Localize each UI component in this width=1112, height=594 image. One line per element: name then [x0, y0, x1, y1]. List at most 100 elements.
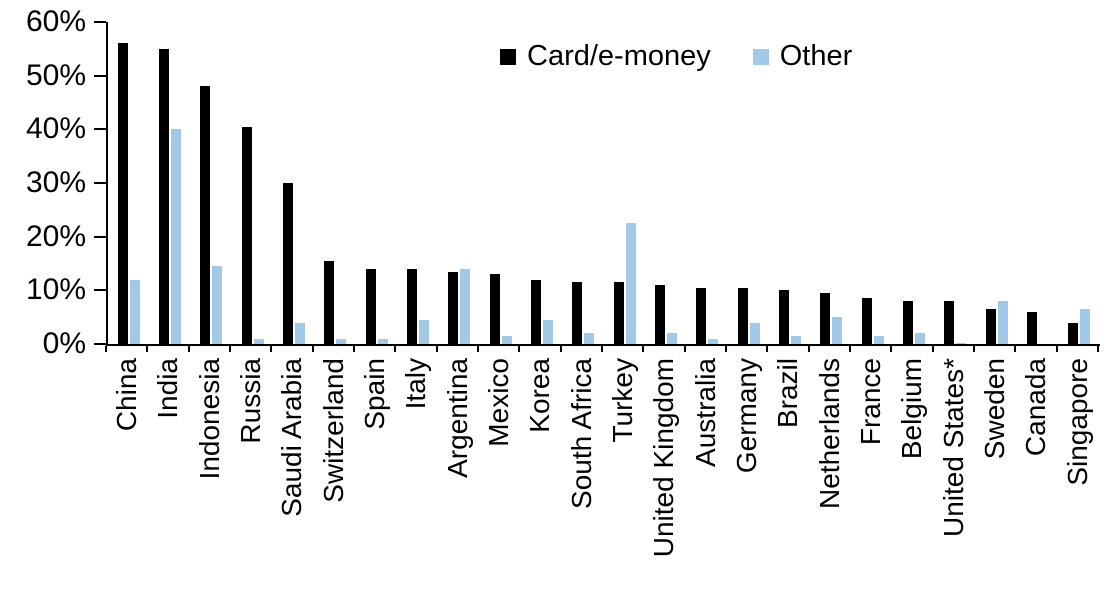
x-axis-label-united-states: United States*: [933, 358, 974, 594]
x-axis-label-south-africa: South Africa: [561, 358, 602, 594]
x-axis-tick: [601, 346, 603, 352]
other-bar-singapore: [1080, 309, 1091, 344]
x-axis-label-text: Korea: [524, 358, 556, 433]
x-axis-tick: [270, 346, 273, 352]
x-axis-label-korea: Korea: [519, 358, 560, 594]
legend-item-card-e-money: Card/e-money: [500, 40, 711, 73]
x-axis-tick: [931, 346, 934, 352]
x-axis-tick: [849, 346, 851, 352]
x-axis-label-text: Spain: [358, 358, 390, 430]
other-bar-australia: [708, 339, 719, 344]
card-e-money-bar-brazil: [778, 290, 789, 344]
x-axis-label-text: South Africa: [565, 358, 597, 509]
card-e-money-bar-turkey: [613, 282, 624, 344]
card-e-money-bar-germany: [737, 288, 748, 344]
card-e-money-bar-russia: [241, 127, 252, 344]
x-axis-tick: [187, 346, 190, 352]
card-e-money-bar-united-states: [944, 301, 955, 344]
y-axis-label-40: 40%: [25, 112, 86, 146]
x-axis-label-canada: Canada: [1015, 358, 1056, 594]
card-e-money-bar-australia: [696, 288, 707, 344]
bar-group-argentina: [439, 22, 480, 344]
x-axis-label-text: Singapore: [1061, 358, 1093, 486]
y-axis-label-0: 0%: [42, 327, 86, 360]
x-axis-label-spain: Spain: [354, 358, 395, 594]
other-bar-korea: [542, 320, 553, 344]
x-axis-tick: [1014, 346, 1017, 352]
card-e-money-bar-sweden: [985, 309, 996, 344]
x-axis-label-india: India: [147, 358, 188, 594]
x-axis-label-text: Italy: [400, 358, 432, 410]
card-e-money-bar-argentina: [448, 272, 459, 344]
x-axis-tick: [807, 346, 810, 352]
bar-group-germany: [728, 22, 769, 344]
other-bar-brazil: [790, 336, 801, 344]
card-e-money-bar-netherlands: [820, 293, 831, 344]
other-bar-united-kingdom: [666, 333, 677, 344]
other-bar-spain: [377, 339, 388, 344]
card-e-money-bar-united-kingdom: [654, 285, 665, 344]
other-bar-india: [170, 129, 181, 344]
bar-group-south-africa: [563, 22, 604, 344]
card-e-money-bar-mexico: [489, 274, 500, 344]
x-axis-tick: [105, 346, 107, 352]
card-e-money-bar-france: [861, 298, 872, 344]
bar-group-india: [149, 22, 190, 344]
x-axis-tick: [477, 346, 479, 352]
x-axis-tick: [642, 346, 645, 352]
x-axis-label-switzerland: Switzerland: [313, 358, 354, 594]
x-axis-label-text: Belgium: [896, 358, 928, 460]
bar-group-russia: [232, 22, 273, 344]
x-axis-label-netherlands: Netherlands: [809, 358, 850, 594]
y-axis-tick-20: [94, 235, 106, 238]
x-axis-tick: [683, 346, 686, 352]
x-axis-tick: [1055, 346, 1058, 352]
x-axis-label-united-kingdom: United Kingdom: [643, 358, 684, 594]
x-axis-label-text: Netherlands: [813, 358, 845, 509]
other-bar-italy: [418, 320, 429, 344]
other-bar-switzerland: [336, 339, 347, 344]
x-axis-tick: [973, 346, 975, 352]
legend-label: Other: [779, 40, 853, 72]
x-axis-label-text: Brazil: [772, 358, 804, 429]
y-axis-tick-40: [94, 128, 106, 131]
x-axis-tick: [890, 346, 893, 352]
y-axis-label-60: 60%: [25, 5, 86, 38]
x-axis-label-text: United Kingdom: [648, 358, 680, 558]
y-axis-tick-60: [94, 21, 106, 23]
y-axis-label-30: 30%: [25, 166, 86, 199]
y-axis-label-50: 50%: [25, 58, 86, 92]
x-axis-label-text: Indonesia: [193, 358, 225, 480]
card-e-money-bar-canada: [1026, 312, 1037, 344]
bar-group-brazil: [769, 22, 810, 344]
x-axis-tick: [146, 346, 149, 352]
legend-item-other: Other: [752, 40, 853, 73]
bar-group-korea: [521, 22, 562, 344]
x-axis-tick: [518, 346, 521, 352]
x-axis-tick: [435, 346, 438, 352]
x-axis-label-text: Sweden: [978, 358, 1010, 460]
x-axis-label-mexico: Mexico: [478, 358, 519, 594]
card-e-money-bar-india: [158, 49, 169, 344]
bar-group-belgium: [893, 22, 934, 344]
x-axis-label-text: Switzerland: [317, 358, 349, 503]
y-axis-label-10: 10%: [25, 273, 86, 307]
bar-group-australia: [687, 22, 728, 344]
x-axis-tick: [311, 346, 314, 352]
bar-group-mexico: [480, 22, 521, 344]
card-e-money-bar-belgium: [902, 301, 913, 344]
x-axis-label-brazil: Brazil: [767, 358, 808, 594]
other-bar-china: [129, 280, 140, 344]
card-e-money-bar-china: [117, 43, 128, 344]
other-bar-south-africa: [584, 333, 595, 344]
x-axis-label-china: China: [106, 358, 147, 594]
x-axis-label-indonesia: Indonesia: [189, 358, 230, 594]
x-axis-tick: [394, 346, 397, 352]
card-e-money-bar-spain: [365, 269, 376, 344]
chart-legend: Card/e-money Other: [500, 40, 852, 73]
other-bar-belgium: [914, 333, 925, 344]
x-axis-label-text: France: [854, 358, 886, 446]
x-axis-label-text: Argentina: [441, 358, 473, 478]
bar-group-italy: [397, 22, 438, 344]
